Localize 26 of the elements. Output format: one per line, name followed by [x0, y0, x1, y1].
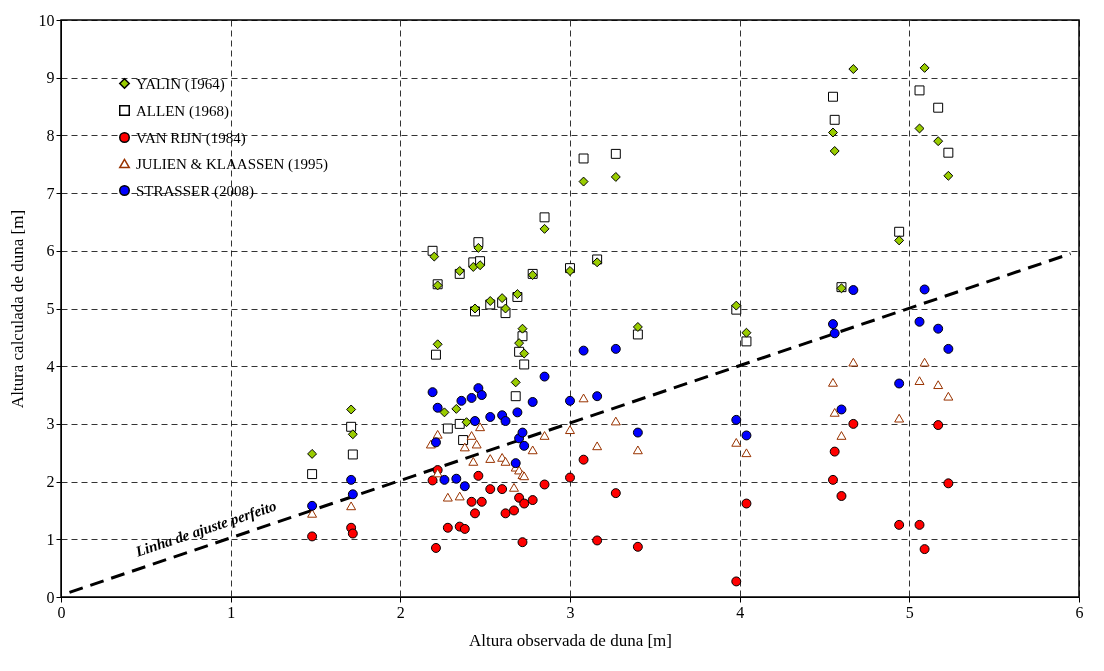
x-tick-label: 2	[396, 603, 405, 621]
annotation: Linha de ajuste perfeito	[132, 497, 279, 560]
y-tick-label: 5	[46, 300, 55, 317]
y-tick-label: 3	[46, 415, 55, 433]
x-tick-label: 6	[1075, 603, 1084, 621]
legend-label: STRASSER (2008)	[136, 182, 254, 200]
legend-label: YALIN (1964)	[136, 75, 225, 93]
x-tick-label: 4	[736, 603, 745, 621]
y-tick-label: 8	[46, 126, 55, 144]
y-tick-label: 10	[38, 11, 55, 29]
y-tick-label: 0	[46, 588, 55, 606]
x-tick-label: 5	[905, 603, 914, 621]
y-tick-label: 6	[46, 242, 55, 260]
y-tick-label: 4	[46, 357, 55, 375]
y-tick-label: 7	[46, 184, 55, 202]
x-tick-label: 1	[227, 603, 236, 621]
y-tick-label: 2	[46, 473, 55, 491]
legend-label: VAN RIJN (1984)	[136, 129, 246, 147]
x-axis-title: Altura observada de duna [m]	[469, 630, 672, 650]
x-tick-label: 3	[566, 603, 575, 621]
y-tick-label: 1	[46, 530, 55, 548]
legend-label: JULIEN & KLAASSEN (1995)	[136, 155, 329, 173]
x-tick-label: 0	[57, 603, 66, 621]
y-tick-label: 9	[46, 69, 55, 87]
legend-label: ALLEN (1968)	[136, 102, 229, 120]
y-axis-title: Altura calculada de duna [m]	[7, 209, 27, 409]
